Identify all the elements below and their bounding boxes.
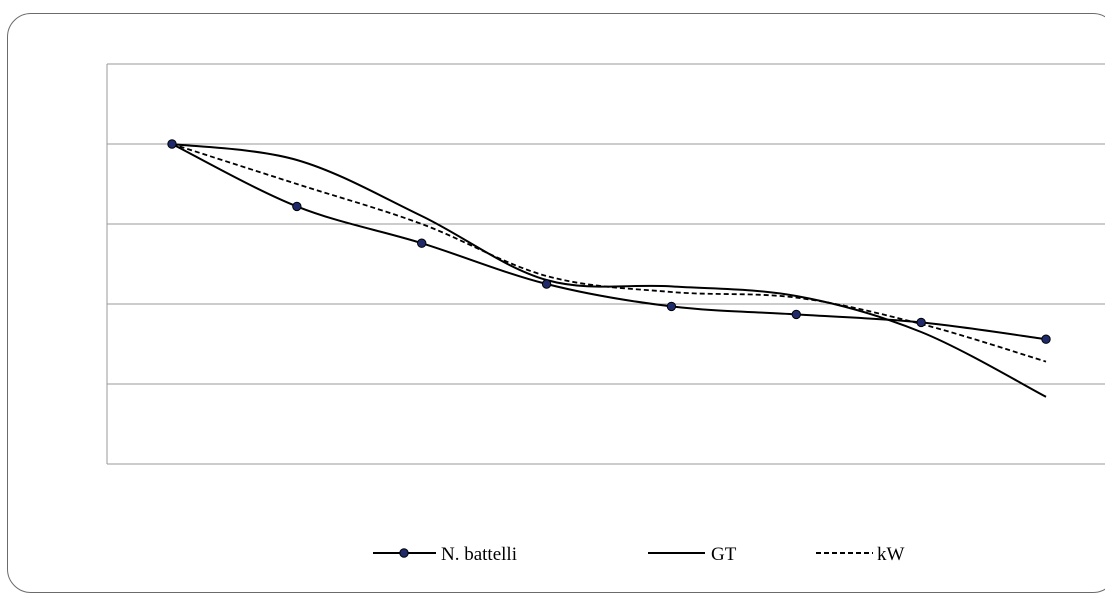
data-point-n-battelli xyxy=(167,139,177,149)
chart-frame xyxy=(7,13,1105,593)
series-line-gt xyxy=(171,143,1047,398)
data-point-n-battelli xyxy=(292,201,302,212)
data-point-n-battelli xyxy=(791,309,801,320)
legend-item-kw: kW xyxy=(816,544,905,565)
legend-item-gt: GT xyxy=(648,544,737,565)
legend-item-n-battelli: N. battelli xyxy=(373,544,517,565)
legend-label-gt: GT xyxy=(711,544,737,565)
data-point-n-battelli xyxy=(417,238,427,248)
data-point-n-battelli xyxy=(916,317,926,328)
data-point-n-battelli xyxy=(1041,334,1051,344)
legend-label-n-battelli: N. battelli xyxy=(441,544,517,565)
data-point-n-battelli xyxy=(666,301,677,312)
series-layer xyxy=(167,139,1051,398)
gridlines xyxy=(107,143,1105,385)
data-point-n-battelli xyxy=(541,279,552,289)
legend-marker-n-battelli xyxy=(399,548,409,558)
legend: N. battelli GT kW xyxy=(373,544,905,565)
series-line-n-battelli xyxy=(171,143,1047,341)
line-chart: N. battelli GT kW xyxy=(106,63,1105,565)
legend-label-kw: kW xyxy=(877,544,905,565)
